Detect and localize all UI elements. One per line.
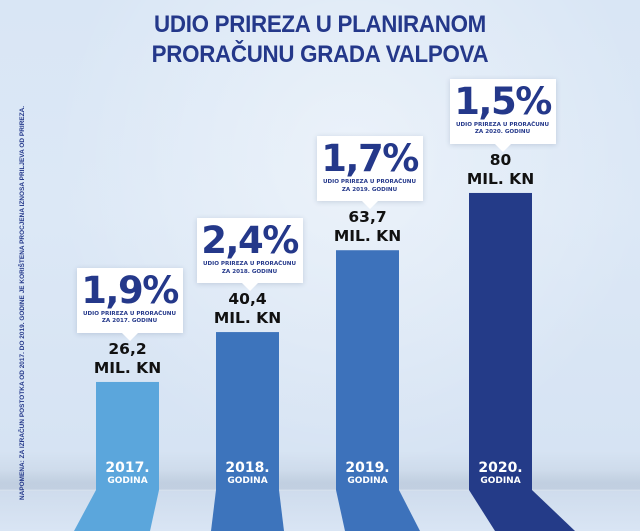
share-percent: 2,4% — [201, 219, 299, 263]
value-label: 63,7 MIL. KN — [313, 208, 423, 246]
category-sublabel: GODINA — [480, 476, 521, 486]
share-caption-line-1: UDIO PRIREZA U PRORAČUNU — [455, 121, 550, 128]
value-number: 26,2 — [108, 339, 147, 358]
bar-floor-projection — [336, 490, 420, 531]
category-label: 2018. GODINA — [216, 460, 279, 487]
share-caption-line-2: ZA 2017. GODINU — [101, 318, 158, 325]
bar — [336, 250, 399, 490]
category-label: 2017. GODINA — [96, 460, 159, 487]
bar — [216, 332, 279, 490]
share-caption-line-1: UDIO PRIREZA U PRORAČUNU — [322, 179, 417, 186]
value-number: 63,7 — [348, 208, 387, 227]
share-caption-line-1: UDIO PRIREZA U PRORAČUNU — [202, 261, 297, 268]
bar-floor-projection — [469, 490, 575, 531]
share-callout: 1,9% UDIO PRIREZA U PRORAČUNU ZA 2017. GOD… — [76, 267, 183, 341]
bar — [96, 381, 159, 490]
category-sublabel: GODINA — [227, 476, 268, 486]
share-callout: 1,5% UDIO PRIREZA U PRORAČUNU ZA 2020. GOD… — [449, 78, 556, 152]
value-unit: MIL. KN — [466, 169, 535, 188]
share-percent: 1,7% — [321, 137, 419, 181]
category-label: 2019. GODINA — [336, 460, 399, 487]
bar-floor-projection — [211, 490, 284, 531]
value-number: 80 — [489, 150, 512, 169]
category-label: 2020. GODINA — [469, 460, 532, 487]
share-caption-line-2: ZA 2018. GODINU — [221, 268, 278, 275]
category-year: 2020. — [478, 460, 523, 476]
share-callout: 2,4% UDIO PRIREZA U PRORAČUNU ZA 2018. GOD… — [196, 218, 303, 292]
share-caption-line-1: UDIO PRIREZA U PRORAČUNU — [82, 310, 177, 317]
share-caption-line-2: ZA 2019. GODINU — [341, 186, 398, 193]
category-year: 2018. — [225, 460, 270, 476]
bar — [469, 192, 532, 490]
category-sublabel: GODINA — [107, 476, 148, 486]
value-label: 26,2 MIL. KN — [73, 340, 183, 378]
chart-title-line-2: PRORAČUNU GRADA VALPOVA — [151, 41, 489, 68]
category-sublabel: GODINA — [347, 476, 388, 486]
category-year: 2017. — [105, 460, 150, 476]
share-percent: 1,9% — [81, 268, 179, 312]
chart-title: UDIO PRIREZA U PLANIRANOM PRORAČUNU GRAD… — [22, 10, 617, 70]
share-caption-line-2: ZA 2020. GODINU — [474, 129, 531, 136]
chart-title-line-1: UDIO PRIREZA U PLANIRANOM — [154, 11, 486, 38]
value-unit: MIL. KN — [333, 227, 402, 246]
category-year: 2019. — [345, 460, 390, 476]
share-percent: 1,5% — [454, 79, 552, 123]
value-unit: MIL. KN — [93, 358, 162, 377]
bar-floor-projection — [74, 490, 159, 531]
value-number: 40,4 — [228, 290, 267, 309]
value-label: 40,4 MIL. KN — [193, 290, 303, 328]
share-callout: 1,7% UDIO PRIREZA U PRORAČUNU ZA 2019. GOD… — [316, 136, 423, 210]
value-unit: MIL. KN — [213, 309, 282, 328]
value-label: 80 MIL. KN — [446, 151, 556, 189]
